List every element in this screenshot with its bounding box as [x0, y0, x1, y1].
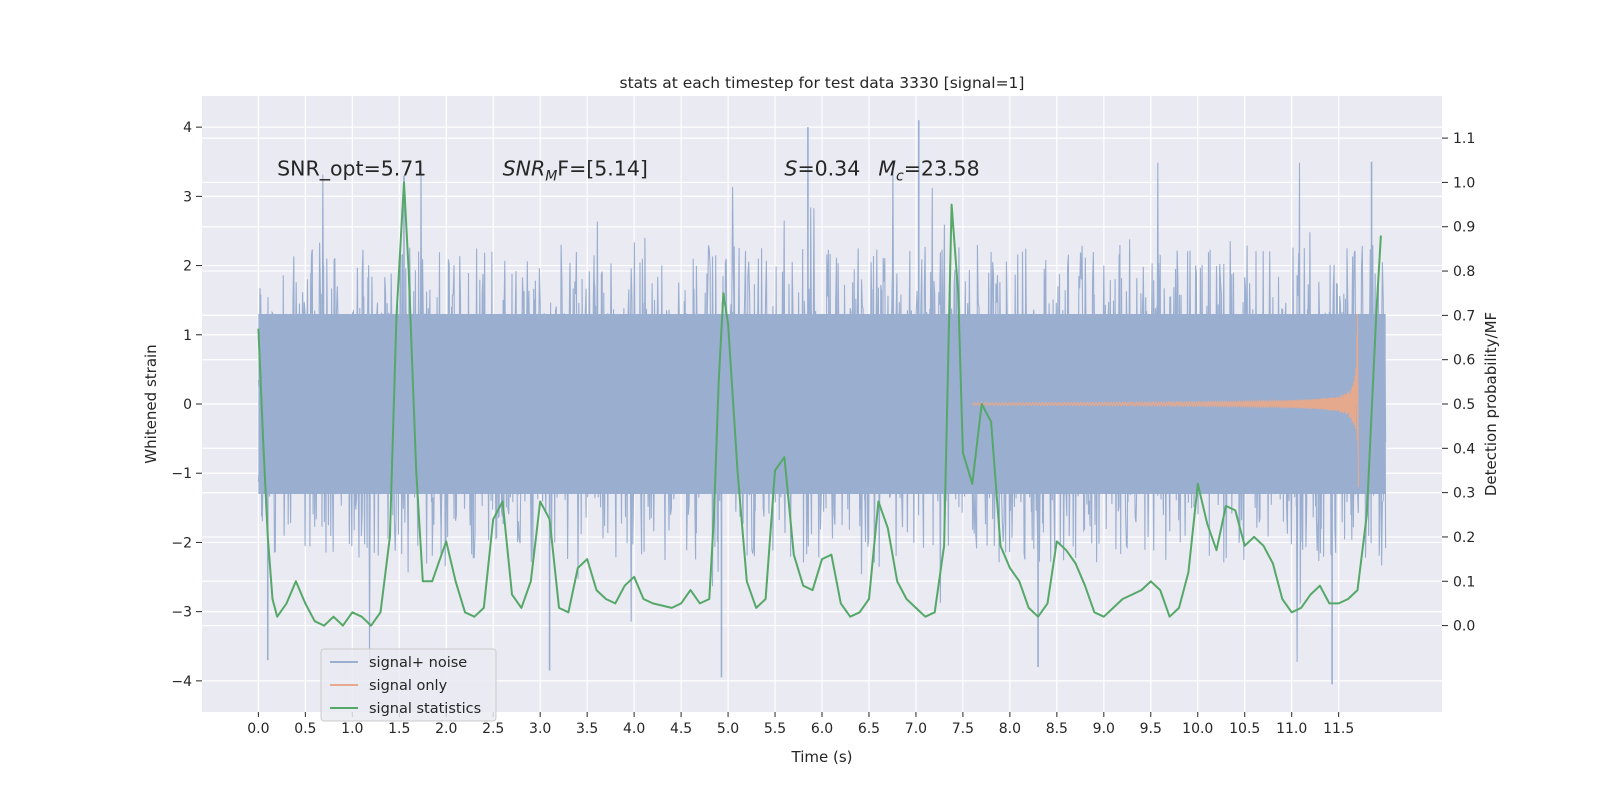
y2-tick-label: 1.1: [1453, 131, 1475, 147]
annotation-snr_mf: SNRMF=[5.14]: [503, 157, 648, 185]
annotation-s_val: S=0.34: [784, 157, 860, 181]
y-tick-label: −2: [171, 535, 192, 551]
noise-trace: [257, 244, 1387, 563]
y2-tick-label: 0.1: [1453, 574, 1475, 590]
legend-box: [320, 648, 497, 722]
y2-tick-label: 1.0: [1453, 175, 1475, 191]
x-tick-label: 6.0: [811, 721, 833, 737]
series-signal-noise: [257, 120, 1387, 685]
x-tick-label: 10.0: [1182, 721, 1213, 737]
y2-tick-label: 0.2: [1453, 530, 1475, 546]
y-tick-label: 0: [183, 397, 192, 413]
y-tick-label: 2: [183, 259, 192, 275]
x-tick-label: 11.0: [1276, 721, 1307, 737]
x-tick-label: 6.5: [858, 721, 880, 737]
annotation-mc_val: Mc=23.58: [878, 157, 979, 185]
x-tick-label: 1.5: [388, 721, 410, 737]
series-signal-only: [972, 314, 1359, 488]
x-tick-label: 7.5: [952, 721, 974, 737]
y-tick-label: −4: [171, 674, 192, 690]
y2-tick-label: 0.4: [1453, 441, 1475, 457]
y-axis-label: Whitened strain: [142, 344, 160, 463]
x-tick-label: 10.5: [1229, 721, 1260, 737]
y2-tick-label: 0.0: [1453, 619, 1475, 635]
y-tick-label: −3: [171, 605, 192, 621]
x-tick-label: 3.0: [529, 721, 551, 737]
x-tick-label: 5.5: [764, 721, 786, 737]
x-tick-label: 7.0: [905, 721, 927, 737]
x-tick-label: 9.0: [1093, 721, 1115, 737]
y-axis-ticks: −4 −3 −2 −1 0 1 2 3 4: [171, 120, 202, 690]
x-tick-label: 2.5: [482, 721, 504, 737]
y2-axis-label: Detection probability/MF: [1482, 312, 1500, 496]
annotations: SNR_opt=5.71 SNRMF=[5.14] S=0.34 Mc=23.58: [277, 157, 979, 185]
x-tick-label: 5.0: [717, 721, 739, 737]
y2-tick-label: 0.3: [1453, 486, 1475, 502]
legend-label-signal-noise: signal+ noise: [369, 655, 467, 671]
y2-tick-label: 0.6: [1453, 353, 1475, 369]
y-tick-label: 4: [183, 120, 192, 136]
y2-tick-label: 0.5: [1453, 397, 1475, 413]
x-tick-label: 0.0: [247, 721, 269, 737]
x-tick-label: 0.5: [294, 721, 316, 737]
chart-title: stats at each timestep for test data 333…: [620, 74, 1025, 92]
x-tick-label: 4.5: [670, 721, 692, 737]
y2-tick-label: 0.8: [1453, 264, 1475, 280]
legend-label-signal-only: signal only: [369, 678, 448, 694]
x-tick-label: 11.5: [1323, 721, 1354, 737]
y2-axis-ticks: 0.0 0.1 0.2 0.3 0.4 0.5 0.6 0.7 0.8 0.9 1.0 1.1: [1442, 131, 1475, 635]
x-tick-label: 9.5: [1140, 721, 1162, 737]
x-axis-ticks: 0.0 0.5 1.0 1.5 2.0 2.5 3.0 3.5 4.0 4.5 5.0 5.5 6.0 6…: [247, 712, 1354, 737]
signal-statistics-line: [257, 181, 1382, 627]
x-tick-label: 1.0: [341, 721, 363, 737]
y-tick-label: 1: [183, 328, 192, 344]
signal-only-trace: [972, 314, 1359, 488]
y2-tick-label: 0.7: [1453, 308, 1475, 324]
annotation-snr_opt: SNR_opt=5.71: [277, 157, 426, 182]
y2-tick-label: 0.9: [1453, 220, 1475, 236]
x-tick-label: 8.5: [1046, 721, 1068, 737]
legend-label-signal-statistics: signal statistics: [369, 701, 481, 717]
x-tick-label: 4.0: [623, 721, 645, 737]
x-tick-label: 2.0: [435, 721, 457, 737]
y-tick-label: −1: [171, 466, 192, 482]
x-tick-label: 3.5: [576, 721, 598, 737]
x-axis-label: Time (s): [791, 748, 853, 766]
series-signal-statistics: [257, 181, 1382, 627]
legend: signal+ noise signal only signal statist…: [320, 648, 497, 722]
y-tick-label: 3: [183, 189, 192, 205]
x-tick-label: 8.0: [999, 721, 1021, 737]
